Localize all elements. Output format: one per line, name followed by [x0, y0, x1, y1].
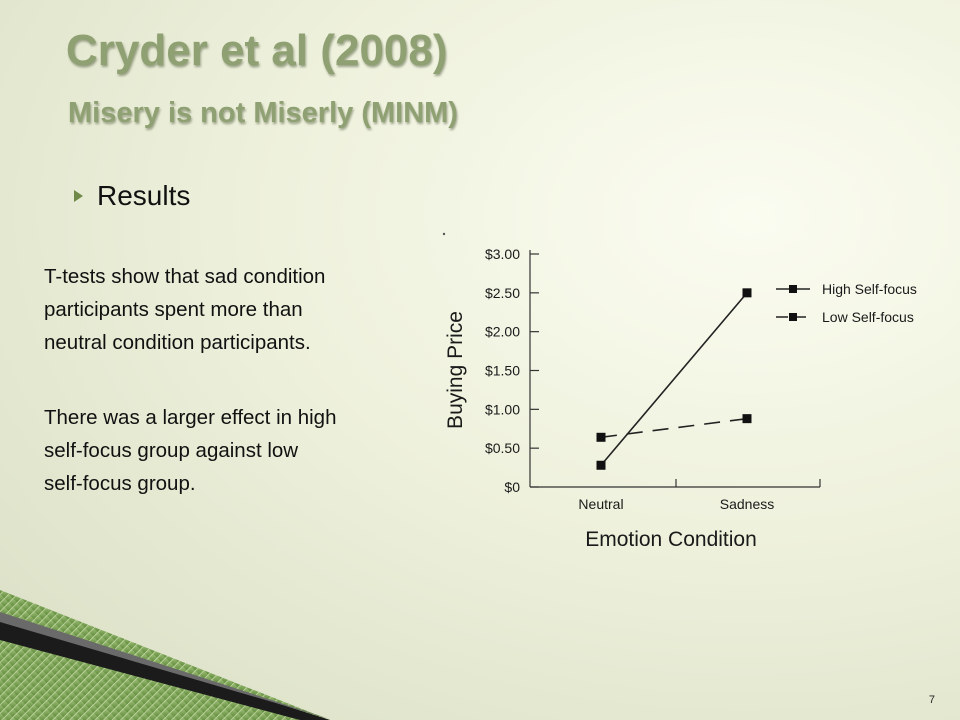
y-tick-label: $3.00: [485, 246, 520, 262]
buying-price-chart: $0 $0.50 $1.00 $1.50 $2.00 $2.50 $3.00 Neutral S…: [442, 232, 917, 551]
slide-title: Cryder et al (2008): [66, 26, 448, 75]
results-paragraph-2: There was a larger effect in high self-f…: [44, 406, 337, 495]
data-point-high-self-focus: [742, 288, 752, 298]
y-tick-label: $2.50: [485, 285, 520, 301]
data-point-high-self-focus: [596, 460, 606, 470]
y-tick-label: $1.50: [485, 363, 520, 379]
legend-marker: [789, 313, 797, 321]
series-line-low-self-focus: [600, 417, 748, 439]
x-tick-label: Neutral: [578, 496, 623, 512]
y-tick-label: $0.50: [485, 440, 520, 456]
results-paragraph-1: T-tests show that sad condition particip…: [44, 265, 326, 354]
slide-subtitle: Misery is not Miserly (MINM): [68, 97, 458, 129]
y-tick-label: $2.00: [485, 324, 520, 340]
y-axis-title: Buying Price: [444, 311, 467, 429]
page-number: 7: [928, 694, 935, 706]
y-tick-label: $0: [504, 479, 520, 495]
x-axis-title: Emotion Condition: [585, 528, 757, 551]
bullet-results: Results: [74, 180, 190, 212]
legend-label: Low Self-focus: [822, 309, 914, 325]
series-line-high-self-focus: [600, 292, 748, 466]
data-point-low-self-focus: [596, 432, 606, 442]
data-point-low-self-focus: [742, 414, 752, 424]
bullet-arrow-icon: [74, 190, 83, 202]
legend-label: High Self-focus: [822, 281, 917, 297]
stray-dot: [442, 232, 446, 236]
y-tick-label: $1.00: [485, 401, 520, 417]
bullet-text: Results: [97, 180, 191, 211]
x-tick-label: Sadness: [720, 496, 774, 512]
legend-marker: [789, 285, 797, 293]
